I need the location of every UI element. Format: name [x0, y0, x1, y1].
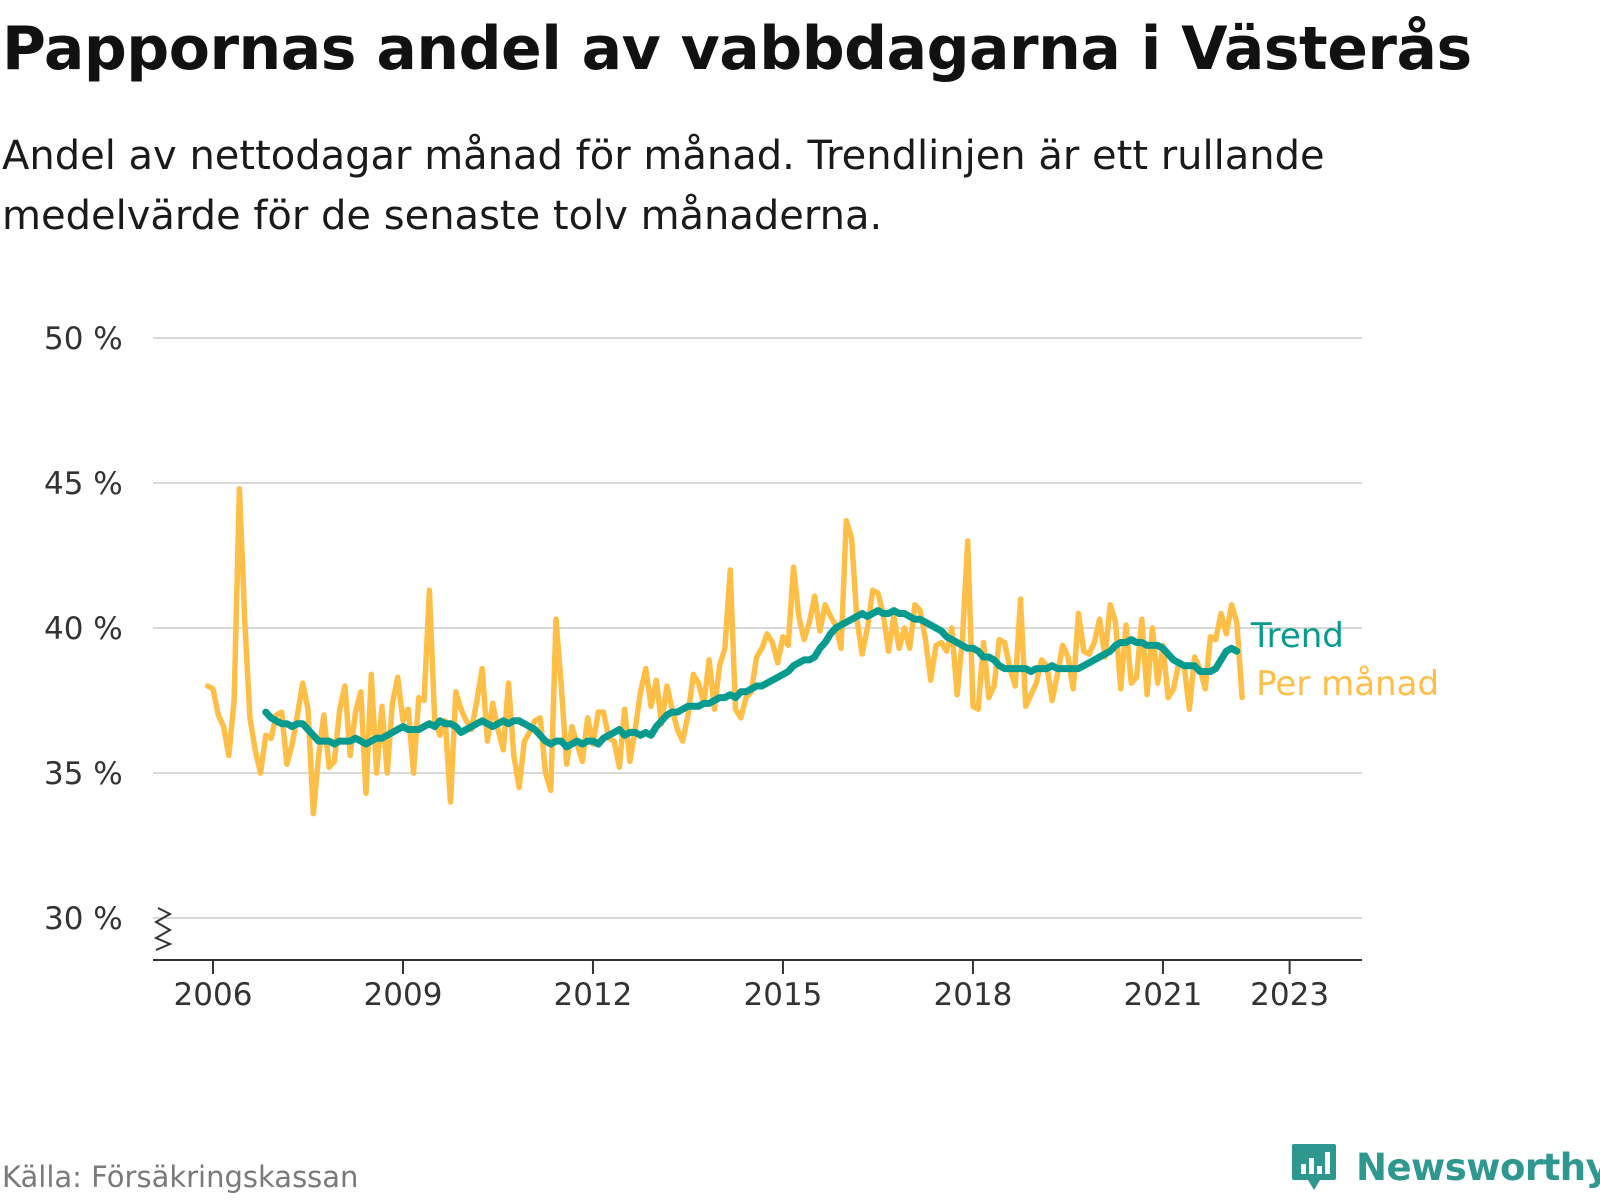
chart-title: Pappornas andel av vabbdagarna i Västerå…: [2, 14, 1472, 84]
x-tick-label: 2023: [1250, 977, 1329, 1013]
series-line-trend: [262, 607, 1241, 751]
series-legend: Per månad Trend: [1250, 616, 1439, 704]
brand-name: Newsworthy: [1356, 1145, 1600, 1189]
x-axis: 2006 2009 2012 2015 2018 2021 2023: [153, 959, 1362, 1013]
x-tick-label: 2021: [1123, 977, 1202, 1013]
y-axis-labels: 30 % 35 % 40 % 45 % 50 %: [44, 321, 173, 951]
x-tick-label: 2018: [934, 977, 1013, 1013]
chart-subtitle: Andel av nettodagar månad för månad. Tre…: [2, 133, 1325, 239]
grid-lines: [153, 337, 1362, 919]
source-note: Källa: Försäkringskassan: [2, 1160, 359, 1194]
y-tick-label: 40 %: [44, 611, 123, 647]
newsworthy-bar-chart-icon: [1292, 1144, 1336, 1190]
y-tick-label: 35 %: [44, 756, 123, 792]
x-tick-label: 2009: [364, 977, 443, 1013]
line-chart: 30 % 35 % 40 % 45 % 50 % 2006 2009 2012 2015 201…: [44, 321, 1439, 1013]
y-tick-label: 50 %: [44, 321, 123, 357]
legend-label-monthly: Per månad: [1256, 664, 1439, 704]
x-tick-label: 2012: [554, 977, 633, 1013]
series-lines: [204, 486, 1245, 817]
y-tick-label: 30 %: [44, 901, 123, 937]
x-tick-label: 2006: [174, 977, 253, 1013]
axis-break-mark: [153, 907, 173, 951]
legend-label-trend: Trend: [1250, 616, 1344, 656]
brand-logo[interactable]: Newsworthy: [1290, 1142, 1600, 1192]
series-line-monthly: [204, 486, 1245, 817]
x-tick-label: 2015: [744, 977, 823, 1013]
y-tick-label: 45 %: [44, 466, 123, 502]
